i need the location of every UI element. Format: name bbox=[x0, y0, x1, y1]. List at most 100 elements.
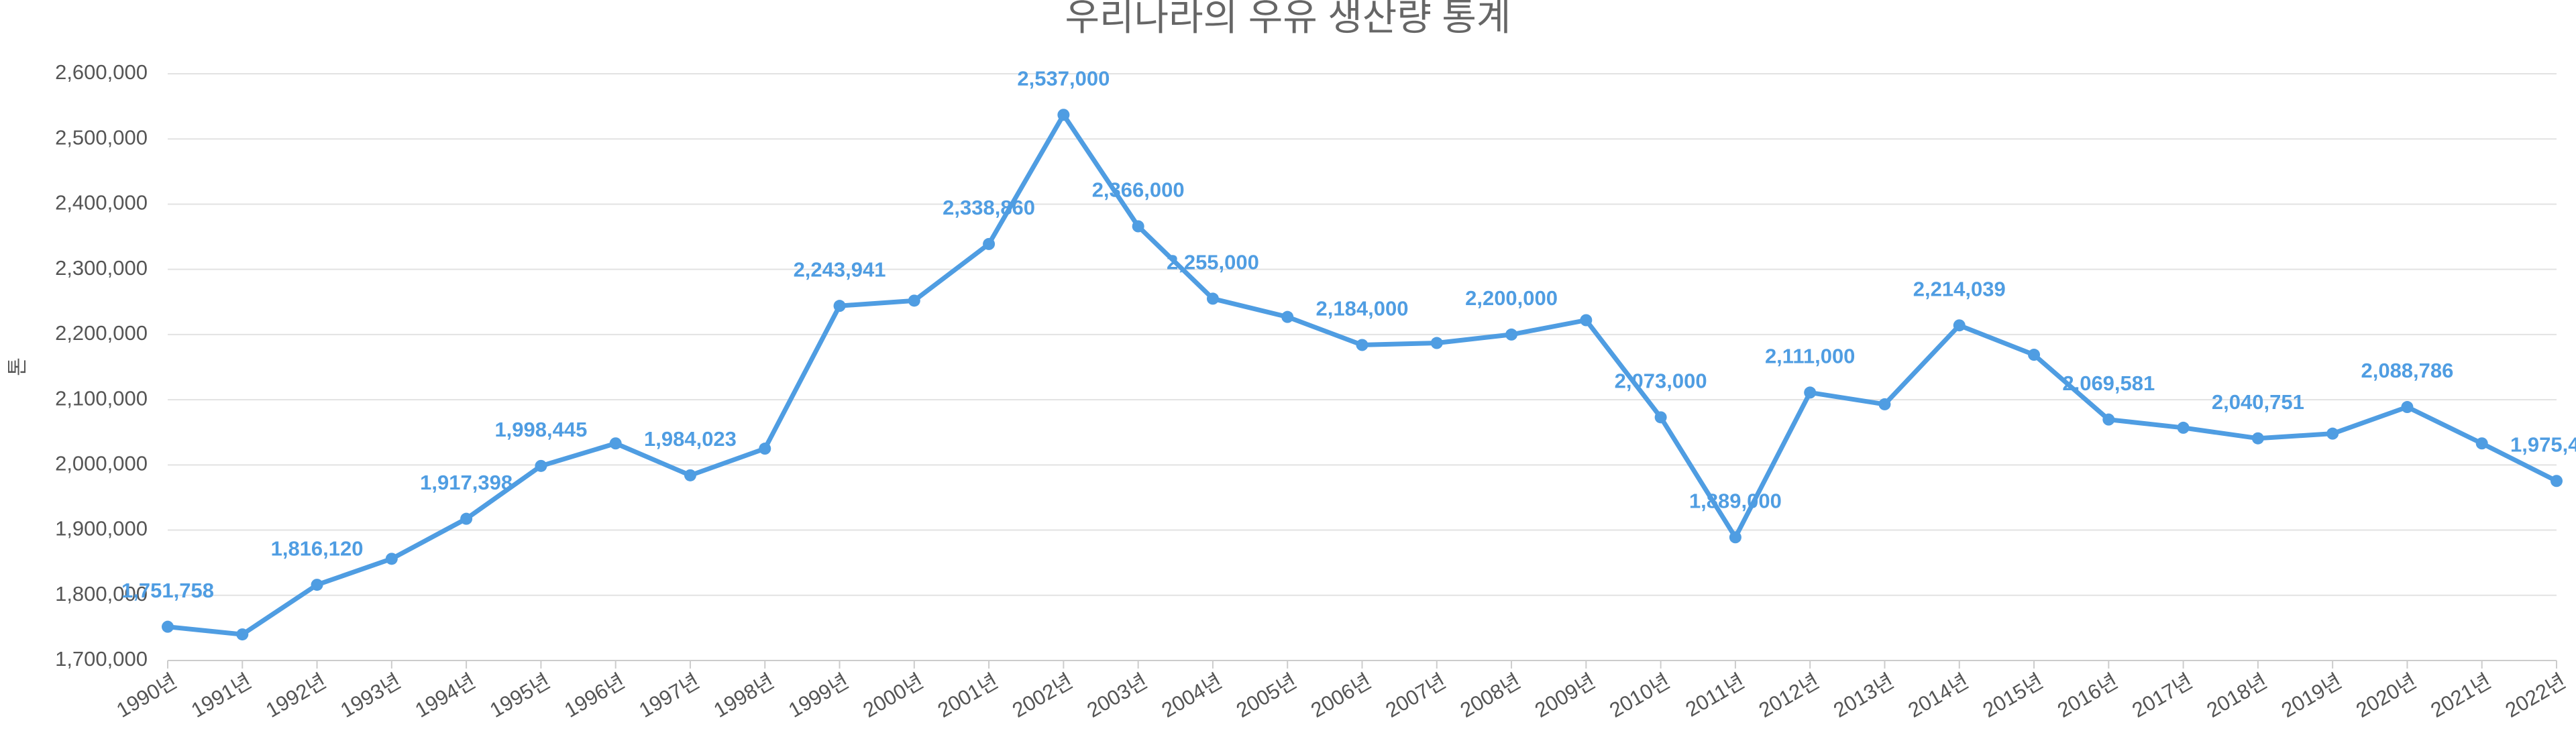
x-tick-label: 1992년 bbox=[262, 669, 330, 722]
data-label: 1,998,445 bbox=[494, 418, 587, 441]
y-tick-label: 2,100,000 bbox=[55, 386, 148, 410]
data-point bbox=[311, 579, 323, 591]
x-tick-label: 1993년 bbox=[337, 669, 405, 722]
data-point bbox=[1206, 292, 1219, 305]
data-point bbox=[1505, 328, 1518, 341]
x-tick-label: 1999년 bbox=[784, 669, 853, 722]
data-point bbox=[684, 469, 696, 481]
data-point bbox=[609, 437, 622, 450]
x-tick-label: 1991년 bbox=[187, 669, 256, 722]
data-point bbox=[460, 512, 473, 525]
x-tick-label: 2017년 bbox=[2128, 669, 2196, 722]
x-tick-label: 2002년 bbox=[1008, 669, 1077, 722]
x-tick-label: 2008년 bbox=[1456, 669, 1525, 722]
x-tick-label: 2000년 bbox=[859, 669, 927, 722]
data-label: 2,088,786 bbox=[2361, 359, 2453, 382]
data-label: 2,255,000 bbox=[1167, 251, 1259, 274]
x-tick-label: 1990년 bbox=[113, 669, 181, 722]
data-point bbox=[2551, 475, 2563, 487]
data-point bbox=[833, 300, 846, 312]
y-tick-label: 2,200,000 bbox=[55, 321, 148, 345]
x-tick-label: 2009년 bbox=[1531, 669, 1599, 722]
data-point bbox=[1356, 339, 1368, 351]
data-point bbox=[983, 237, 996, 250]
data-label: 2,214,039 bbox=[1913, 277, 2006, 300]
x-tick-label: 2005년 bbox=[1232, 669, 1301, 722]
data-point bbox=[2475, 437, 2488, 450]
data-point bbox=[1654, 411, 1667, 424]
x-tick-label: 2010년 bbox=[1605, 669, 1674, 722]
data-point bbox=[1580, 314, 1593, 327]
data-label: 2,243,941 bbox=[794, 257, 886, 281]
x-tick-label: 2012년 bbox=[1755, 669, 1823, 722]
x-tick-label: 2013년 bbox=[1829, 669, 1898, 722]
data-label: 2,366,000 bbox=[1092, 178, 1185, 202]
data-label: 2,040,751 bbox=[2212, 390, 2304, 414]
y-tick-label: 2,400,000 bbox=[55, 191, 148, 215]
data-label: 1,816,120 bbox=[271, 536, 364, 560]
data-point bbox=[1729, 531, 1741, 544]
x-tick-label: 2001년 bbox=[934, 669, 1002, 722]
x-tick-label: 2018년 bbox=[2203, 669, 2271, 722]
data-label: 2,111,000 bbox=[1765, 345, 1856, 368]
data-label: 1,984,023 bbox=[644, 427, 737, 451]
data-label: 2,073,000 bbox=[1615, 369, 1707, 393]
data-point bbox=[2177, 421, 2190, 434]
data-label: 1,917,398 bbox=[420, 471, 513, 494]
x-tick-label: 1996년 bbox=[560, 669, 629, 722]
data-point bbox=[1878, 398, 1891, 410]
data-point bbox=[2028, 349, 2041, 361]
data-point bbox=[2326, 427, 2339, 440]
data-point bbox=[162, 620, 174, 633]
x-tick-label: 2021년 bbox=[2426, 669, 2495, 722]
y-tick-label: 2,000,000 bbox=[55, 452, 148, 475]
data-label: 2,200,000 bbox=[1465, 286, 1558, 310]
chart-title: 우리나라의 우유 생산량 통계 bbox=[1065, 0, 1511, 38]
x-tick-label: 2015년 bbox=[1979, 669, 2047, 722]
data-point bbox=[759, 443, 771, 455]
x-tick-label: 2007년 bbox=[1381, 669, 1450, 722]
data-point bbox=[1804, 386, 1817, 399]
data-label: 1,889,000 bbox=[1689, 489, 1782, 512]
y-tick-label: 2,500,000 bbox=[55, 125, 148, 149]
x-tick-label: 1998년 bbox=[710, 669, 778, 722]
x-tick-label: 1995년 bbox=[486, 669, 554, 722]
data-point bbox=[2251, 432, 2264, 445]
y-tick-label: 1,800,000 bbox=[55, 582, 148, 606]
x-tick-label: 2011년 bbox=[1682, 669, 1749, 722]
data-point bbox=[1953, 319, 1966, 332]
data-point bbox=[1057, 109, 1070, 121]
data-point bbox=[385, 553, 398, 565]
x-tick-label: 2016년 bbox=[2053, 669, 2122, 722]
series-line bbox=[167, 112, 2558, 637]
data-label: 2,338,860 bbox=[943, 196, 1035, 219]
y-tick-label: 1,900,000 bbox=[55, 517, 148, 540]
y-tick-label: 2,600,000 bbox=[55, 60, 148, 84]
x-tick-label: 1994년 bbox=[411, 669, 480, 722]
x-tick-label: 2014년 bbox=[1904, 669, 1972, 722]
y-tick-label: 2,300,000 bbox=[55, 256, 148, 280]
x-tick-label: 1997년 bbox=[635, 669, 704, 722]
data-label: 1,751,758 bbox=[121, 579, 214, 602]
data-label: 2,184,000 bbox=[1316, 297, 1409, 321]
data-label: 2,537,000 bbox=[1017, 66, 1110, 90]
data-point bbox=[908, 294, 920, 307]
data-label: 1,975,400 bbox=[2510, 433, 2576, 456]
data-point bbox=[1430, 337, 1443, 349]
data-point bbox=[535, 459, 547, 472]
y-axis-title: 톤 bbox=[7, 357, 29, 376]
x-tick-label: 2019년 bbox=[2277, 669, 2346, 722]
data-point bbox=[1132, 220, 1144, 233]
data-point bbox=[236, 628, 249, 641]
x-tick-label: 2022년 bbox=[2502, 669, 2570, 722]
data-point bbox=[2401, 401, 2414, 414]
data-point bbox=[1281, 310, 1294, 323]
x-tick-label: 2004년 bbox=[1158, 669, 1226, 722]
data-label: 2,069,581 bbox=[2062, 371, 2155, 395]
y-tick-label: 1,700,000 bbox=[55, 647, 148, 671]
x-tick-label: 2006년 bbox=[1307, 669, 1375, 722]
x-tick-label: 2020년 bbox=[2352, 669, 2420, 722]
x-tick-label: 2003년 bbox=[1083, 669, 1151, 722]
